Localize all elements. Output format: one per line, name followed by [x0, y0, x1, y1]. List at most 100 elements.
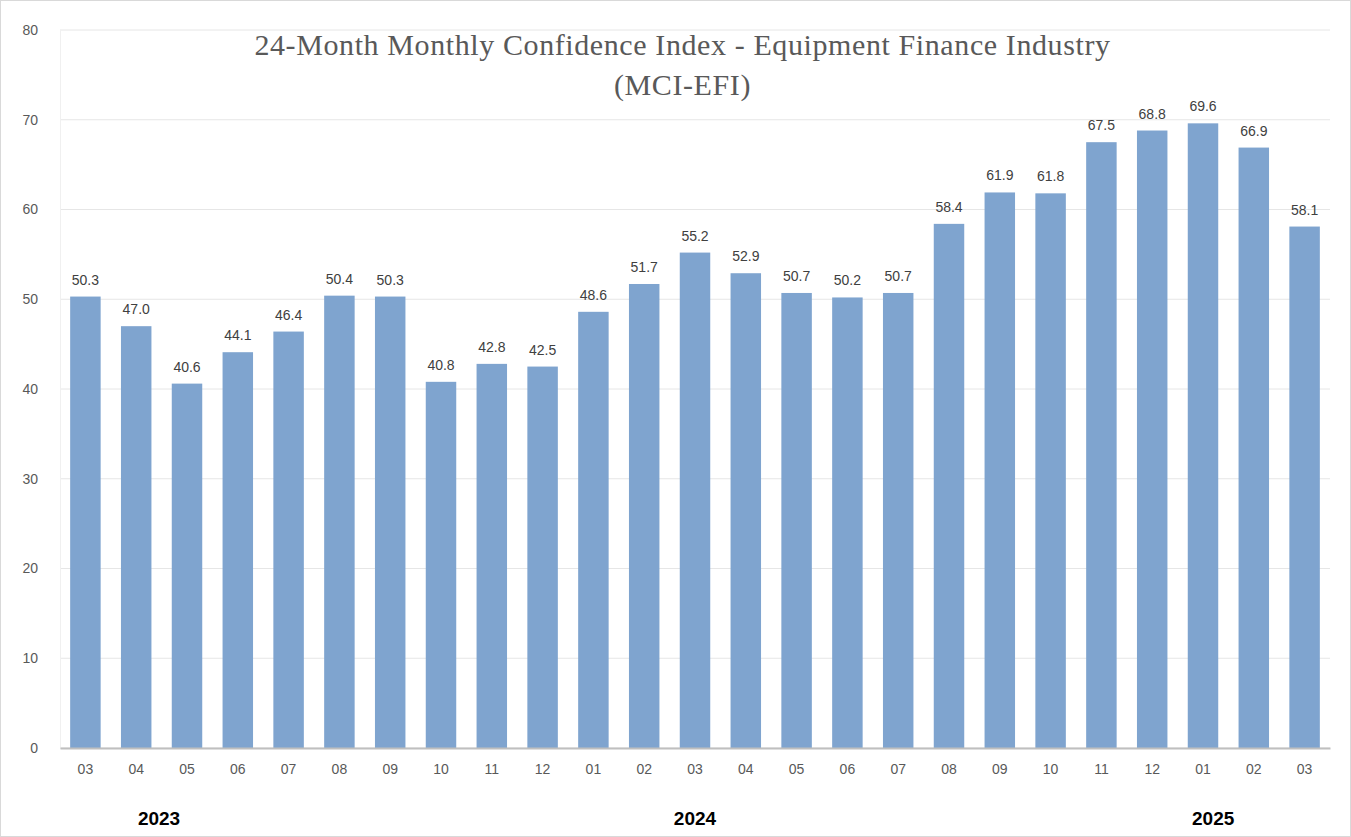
- x-tick-label: 09: [992, 761, 1008, 777]
- data-label: 42.5: [529, 342, 556, 358]
- x-tick: 06: [840, 748, 856, 777]
- y-tick: 50: [22, 291, 60, 307]
- data-label: 58.1: [1291, 202, 1318, 218]
- y-tick-label: 80: [22, 22, 38, 38]
- x-tick-label: 03: [78, 761, 94, 777]
- x-tick: 02: [636, 748, 652, 777]
- bars: [70, 123, 1320, 748]
- data-label: 47.0: [123, 301, 150, 317]
- x-tick-label: 01: [1195, 761, 1211, 777]
- x-tick: 12: [1144, 748, 1160, 777]
- y-tick: 70: [22, 112, 60, 128]
- x-tick: 09: [382, 748, 398, 777]
- x-tick-label: 02: [1246, 761, 1262, 777]
- x-axis: 03 04 05 06 07 08 09 10 11 12 01 02 03 04 05 06 07 08 09 10…: [61, 748, 1331, 777]
- y-tick: 0: [30, 740, 60, 756]
- bar: [172, 384, 202, 748]
- x-tick-label: 02: [636, 761, 652, 777]
- bar: [375, 297, 405, 748]
- data-label: 44.1: [224, 327, 251, 343]
- bar: [629, 284, 659, 748]
- bar: [324, 296, 354, 748]
- x-tick: 06: [230, 748, 246, 777]
- x-tick: 09: [992, 748, 1008, 777]
- bar: [1137, 131, 1167, 748]
- y-tick: 30: [22, 471, 60, 487]
- y-tick-label: 20: [22, 560, 38, 576]
- y-tick-label: 50: [22, 291, 38, 307]
- bar: [832, 297, 862, 748]
- y-tick: 80: [22, 22, 60, 38]
- x-tick-label: 10: [433, 761, 449, 777]
- data-label: 69.6: [1189, 98, 1216, 114]
- data-label: 50.3: [377, 272, 404, 288]
- x-tick-label: 11: [1094, 761, 1109, 777]
- plot-area: 0102030405060708003040506070809101112010…: [22, 22, 1330, 829]
- y-tick: 40: [22, 381, 60, 397]
- x-tick-label: 08: [332, 761, 348, 777]
- x-tick-label: 08: [941, 761, 957, 777]
- x-tick-label: 12: [535, 761, 551, 777]
- y-tick-label: 10: [22, 650, 38, 666]
- x-tick: 12: [535, 748, 551, 777]
- x-tick-label: 05: [179, 761, 195, 777]
- data-label: 50.7: [783, 268, 810, 284]
- year-labels: 202320242025: [138, 808, 1235, 829]
- x-tick: 05: [789, 748, 805, 777]
- data-labels: 50.347.040.644.146.450.450.340.842.842.5…: [72, 98, 1319, 374]
- data-label: 50.4: [326, 271, 353, 287]
- x-tick: 03: [78, 748, 94, 777]
- x-tick-label: 09: [382, 761, 398, 777]
- data-label: 40.6: [173, 359, 200, 375]
- data-label: 50.2: [834, 272, 861, 288]
- x-axis-line: [61, 748, 1331, 750]
- x-tick-label: 06: [840, 761, 856, 777]
- x-tick: 04: [738, 748, 754, 777]
- x-tick: 07: [890, 748, 906, 777]
- bar: [781, 293, 811, 748]
- x-tick-label: 04: [128, 761, 144, 777]
- data-label: 61.8: [1037, 168, 1064, 184]
- bar: [934, 224, 964, 748]
- x-tick: 10: [1043, 748, 1059, 777]
- bar: [223, 352, 253, 748]
- bar: [578, 312, 608, 748]
- year-label: 2023: [138, 808, 180, 829]
- x-tick-label: 01: [586, 761, 602, 777]
- data-label: 50.3: [72, 272, 99, 288]
- year-label: 2025: [1192, 808, 1235, 829]
- bar: [1289, 227, 1319, 748]
- data-label: 42.8: [478, 339, 505, 355]
- x-tick-label: 05: [789, 761, 805, 777]
- data-label: 61.9: [986, 167, 1013, 183]
- data-label: 51.7: [631, 259, 658, 275]
- x-tick-label: 07: [890, 761, 906, 777]
- bar: [527, 367, 557, 748]
- y-tick-label: 60: [22, 201, 38, 217]
- y-tick: 20: [22, 560, 60, 576]
- x-tick: 04: [128, 748, 144, 777]
- x-tick: 01: [586, 748, 602, 777]
- bar: [70, 297, 100, 748]
- bar: [1239, 148, 1269, 748]
- x-tick-label: 04: [738, 761, 754, 777]
- data-label: 68.8: [1139, 106, 1166, 122]
- x-tick: 03: [1297, 748, 1313, 777]
- bar: [1086, 142, 1116, 748]
- bar: [121, 326, 151, 748]
- data-label: 67.5: [1088, 117, 1115, 133]
- chart: 0102030405060708003040506070809101112010…: [0, 0, 1351, 837]
- y-axis: 0 10 20 30 40 50 60 70 80: [22, 22, 60, 756]
- x-tick: 08: [941, 748, 957, 777]
- y-tick-label: 0: [30, 740, 38, 756]
- x-tick: 03: [687, 748, 703, 777]
- bar: [731, 273, 761, 748]
- grid-line: [60, 748, 1330, 749]
- x-tick-label: 03: [1297, 761, 1313, 777]
- bar: [1188, 123, 1218, 748]
- bar: [985, 192, 1015, 748]
- x-tick: 07: [281, 748, 297, 777]
- data-label: 40.8: [427, 357, 454, 373]
- chart-frame: [1, 1, 1351, 837]
- data-label: 55.2: [681, 228, 708, 244]
